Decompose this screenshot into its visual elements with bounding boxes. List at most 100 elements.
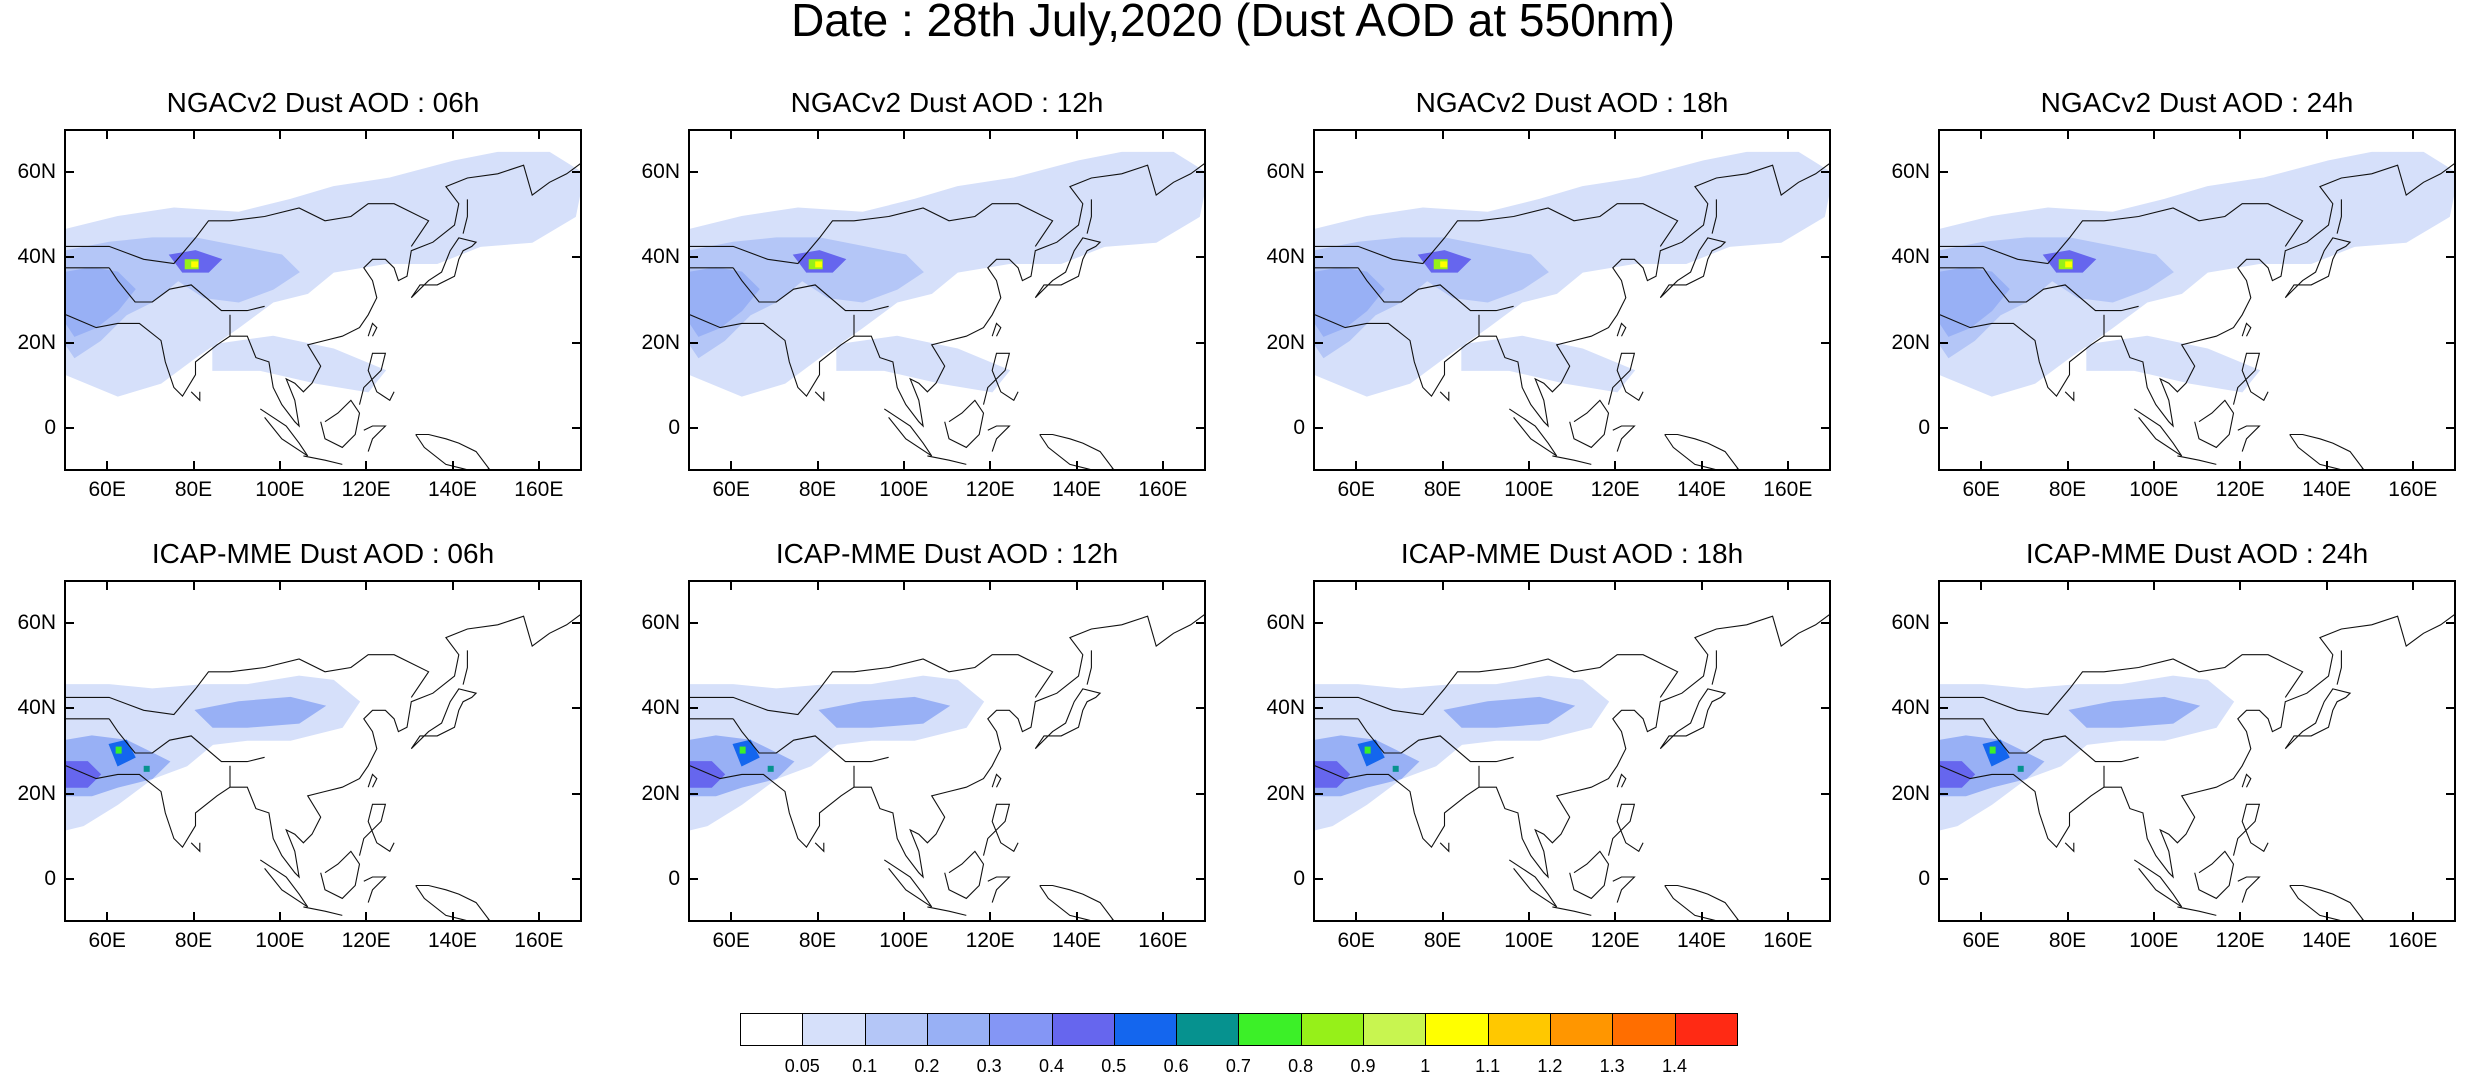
dust-field-map	[1315, 614, 1829, 920]
lat-tick-right	[1196, 707, 1206, 710]
lon-tick-label: 100E	[1504, 478, 1554, 501]
lon-tick-top	[451, 580, 454, 590]
lat-tick-right	[2446, 427, 2456, 430]
lat-tick-right	[1821, 707, 1831, 710]
lat-tick-label: 40N	[17, 696, 56, 720]
map-panel-ngac-24h: NGACv2 Dust AOD : 24h 60N 40N 20N 0 60E 80E 100…	[1891, 86, 2456, 511]
lat-tick-left	[64, 427, 74, 430]
lon-tick-top	[989, 580, 992, 590]
lon-tick-bottom	[1786, 461, 1789, 471]
lon-tick-label: 80E	[174, 478, 213, 501]
lon-tick-bottom	[2239, 461, 2242, 471]
lon-tick-top	[365, 129, 368, 139]
lat-tick-label: 0	[44, 867, 56, 891]
map-frame	[688, 580, 1206, 922]
lon-tick-label: 60E	[1337, 929, 1375, 952]
lat-tick-label: 60N	[17, 610, 56, 634]
lon-tick-label: 100E	[879, 929, 929, 952]
lon-tick-top	[2066, 129, 2069, 139]
colorbar-swatch	[1363, 1013, 1427, 1046]
lon-tick-bottom	[902, 912, 905, 922]
lat-tick-right	[2446, 878, 2456, 881]
colorbar-label: 1.1	[1475, 1056, 1501, 1076]
lon-tick-top	[1161, 129, 1164, 139]
lon-tick-label: 120E	[965, 478, 1015, 501]
lat-tick-label: 40N	[641, 696, 680, 720]
panel-title: ICAP-MME Dust AOD : 24h	[2025, 538, 2369, 569]
lon-tick-top	[106, 580, 109, 590]
dust-field-map	[690, 151, 1204, 469]
colorbar-label: 0.6	[1163, 1056, 1189, 1076]
coastlines	[66, 614, 580, 920]
lat-tick-right	[572, 256, 582, 259]
panel-title: ICAP-MME Dust AOD : 06h	[151, 538, 495, 569]
colorbar-swatch	[802, 1013, 867, 1046]
lat-tick-label: 20N	[641, 330, 680, 354]
panel-title: NGACv2 Dust AOD : 06h	[166, 87, 480, 118]
lon-tick-label: 100E	[255, 478, 305, 501]
lon-tick-top	[192, 580, 195, 590]
colorbar-swatch	[864, 1013, 929, 1046]
lon-tick-top	[902, 129, 905, 139]
dust-aod-field	[1315, 151, 1829, 397]
lat-tick-right	[1196, 170, 1206, 173]
map-frame	[64, 580, 582, 922]
lon-tick-label: 120E	[1590, 929, 1640, 952]
lon-tick-bottom	[1614, 461, 1617, 471]
lon-tick-top	[1614, 129, 1617, 139]
colorbar-label: 0.4	[1038, 1056, 1065, 1076]
lat-tick-right	[1821, 427, 1831, 430]
lat-tick-left	[688, 170, 698, 173]
colorbar-label: 0.2	[914, 1056, 940, 1076]
lat-tick-left	[1313, 427, 1323, 430]
lat-tick-label: 60N	[17, 159, 56, 183]
lat-tick-left	[688, 427, 698, 430]
lat-tick-label: 20N	[641, 781, 680, 805]
lat-tick-left	[64, 256, 74, 259]
lon-tick-top	[816, 580, 819, 590]
lon-tick-label: 80E	[798, 929, 837, 952]
coastlines	[1315, 614, 1829, 920]
figure-title: Date : 28th July,2020 (Dust AOD at 550nm…	[791, 0, 1675, 46]
map-panel-icap-06h: ICAP-MME Dust AOD : 06h 60N 40N 20N 0 60E 80E 1…	[17, 537, 582, 962]
map-frame	[1313, 129, 1831, 471]
lat-tick-left	[1938, 621, 1948, 624]
colorbar-swatch	[989, 1013, 1053, 1046]
lon-tick-bottom	[816, 461, 819, 471]
lon-tick-label: 140E	[1676, 929, 1727, 952]
lon-tick-bottom	[2152, 461, 2155, 471]
coastlines	[1940, 614, 2454, 920]
lat-tick-label: 20N	[1266, 330, 1305, 354]
map-panel-ngac-12h: NGACv2 Dust AOD : 12h 60N 40N 20N 0 60E 80E 100…	[641, 86, 1206, 511]
lat-tick-label: 40N	[641, 245, 680, 269]
lat-tick-right	[572, 621, 582, 624]
dust-field-map	[1940, 151, 2454, 469]
colorbar-swatch	[1238, 1013, 1303, 1046]
lat-tick-right	[2446, 707, 2456, 710]
lon-tick-bottom	[365, 461, 368, 471]
lon-tick-label: 120E	[2215, 929, 2265, 952]
lat-tick-left	[688, 707, 698, 710]
lon-tick-label: 140E	[427, 929, 478, 952]
dust-aod-field	[690, 675, 985, 831]
lon-tick-bottom	[902, 461, 905, 471]
lat-tick-left	[1938, 256, 1948, 259]
lat-tick-label: 0	[668, 867, 680, 891]
colorbar-label: 0.8	[1288, 1056, 1314, 1076]
colorbar-label: 1.3	[1599, 1056, 1625, 1076]
lat-tick-left	[1938, 792, 1948, 795]
lon-tick-bottom	[1161, 461, 1164, 471]
lon-tick-label: 160E	[2388, 929, 2438, 952]
lon-tick-top	[1786, 580, 1789, 590]
lon-tick-bottom	[2411, 912, 2414, 922]
dust-field-map	[1315, 151, 1829, 469]
lat-tick-label: 20N	[1891, 330, 1930, 354]
lon-tick-label: 100E	[2129, 478, 2179, 501]
lat-tick-right	[2446, 621, 2456, 624]
lon-tick-top	[1355, 129, 1358, 139]
lat-tick-right	[1196, 792, 1206, 795]
lon-tick-top	[989, 129, 992, 139]
lon-tick-bottom	[730, 912, 733, 922]
lat-tick-label: 40N	[1266, 245, 1305, 269]
lon-tick-label: 140E	[2301, 478, 2352, 501]
